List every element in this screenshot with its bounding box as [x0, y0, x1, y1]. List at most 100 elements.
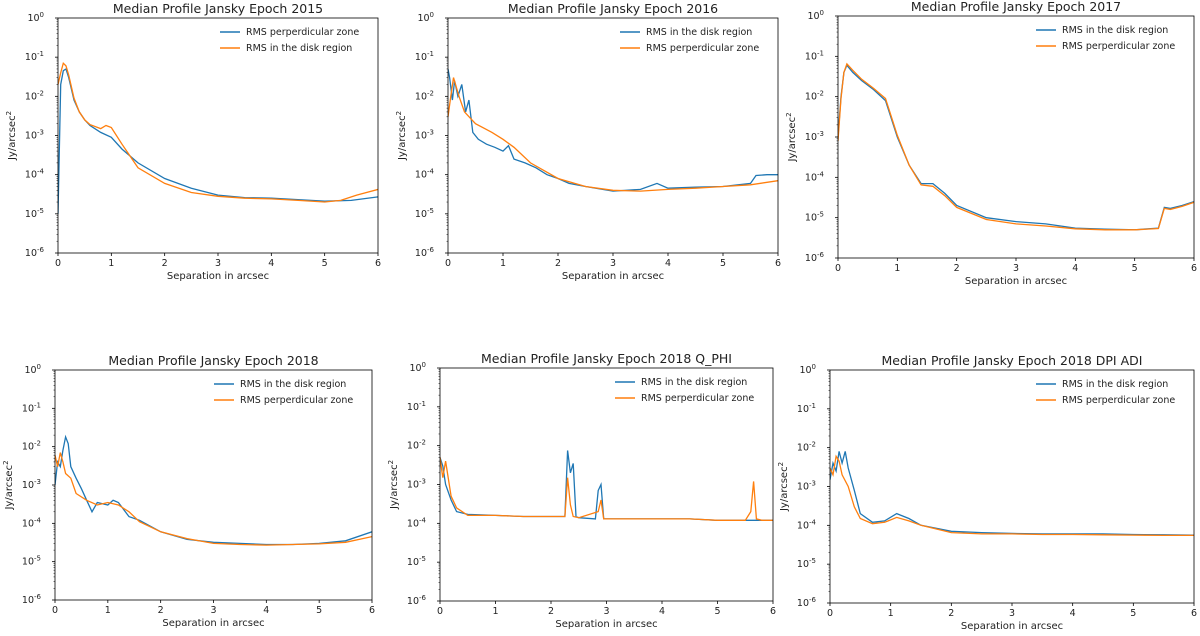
y-tick-exponent: -4: [34, 516, 42, 524]
x-tick-label: 4: [263, 605, 269, 616]
x-tick-label: 4: [659, 606, 665, 617]
x-tick-label: 3: [1013, 263, 1019, 274]
y-tick-exponent: -4: [419, 516, 427, 524]
y-tick-base: 10: [797, 404, 809, 415]
y-tick-label: 10-1: [407, 400, 426, 413]
y-tick-exponent: -2: [419, 439, 426, 447]
legend: RMS in the disk region RMS perperdicular …: [214, 379, 353, 406]
y-tick-label: 100: [799, 363, 816, 376]
legend-label-1: RMS in the disk region: [1062, 25, 1168, 36]
x-axis-label: Separation in arcsec: [562, 271, 664, 282]
x-tick-label: 4: [268, 258, 274, 269]
x-tick-label: 1: [888, 608, 894, 619]
x-tick-label: 4: [665, 258, 671, 269]
y-axis-label-text: Jy/arcsec: [7, 115, 18, 161]
y-tick-base: 10: [797, 598, 809, 609]
x-tick-label: 4: [1072, 263, 1078, 274]
series-line-2: [55, 452, 372, 546]
y-tick-base: 10: [799, 365, 811, 376]
series-line-2: [830, 454, 1194, 537]
y-tick-base: 10: [797, 482, 809, 493]
chart-title: Median Profile Jansky Epoch 2017: [911, 0, 1121, 14]
x-tick-label: 0: [52, 605, 58, 616]
plot-area: [55, 434, 372, 546]
y-axis-label-text: Jy/arcsec: [389, 464, 400, 510]
y-tick-base: 10: [407, 480, 419, 491]
y-tick-exponent: 0: [422, 361, 426, 369]
y-tick-base: 10: [409, 363, 421, 374]
y-tick-base: 10: [805, 51, 817, 62]
legend: RMS in the disk region RMS perperdicular …: [1036, 25, 1175, 52]
x-tick-label: 2: [555, 258, 561, 269]
series-line-1: [440, 450, 773, 521]
y-tick-label: 100: [807, 9, 824, 22]
x-tick-label: 2: [548, 606, 554, 617]
y-tick-label: 100: [417, 11, 434, 24]
y-tick-label: 10-2: [797, 441, 816, 454]
y-tick-base: 10: [25, 52, 37, 63]
y-axis-label-superscript: 2: [395, 111, 403, 115]
y-tick-exponent: -4: [817, 170, 825, 178]
y-axis-label-superscript: 2: [387, 460, 395, 464]
x-tick-label: 1: [500, 258, 506, 269]
legend-label-1: RMS perperdicular zone: [246, 27, 359, 38]
y-tick-exponent: -3: [37, 129, 44, 137]
x-axis-label: Separation in arcsec: [162, 618, 264, 629]
plot-area: [830, 451, 1194, 537]
y-tick-exponent: -2: [817, 90, 824, 98]
y-tick-label: 100: [27, 11, 44, 24]
y-tick-label: 10-5: [797, 557, 816, 570]
y-tick-label: 10-3: [797, 480, 816, 493]
y-tick-label: 10-4: [797, 518, 817, 531]
series-line-1: [58, 68, 378, 214]
y-tick-base: 10: [415, 248, 427, 259]
y-tick-base: 10: [24, 365, 36, 376]
y-tick-base: 10: [25, 209, 37, 220]
y-tick-label: 10-4: [407, 516, 427, 529]
x-tick-label: 5: [322, 258, 328, 269]
y-tick-exponent: -3: [817, 130, 824, 138]
y-tick-label: 10-2: [805, 90, 824, 103]
y-tick-exponent: -1: [427, 50, 434, 58]
y-tick-base: 10: [407, 518, 419, 529]
legend-label-1: RMS in the disk region: [646, 27, 752, 38]
y-tick-base: 10: [25, 170, 37, 181]
y-tick-base: 10: [805, 92, 817, 103]
series-line-2: [58, 61, 378, 203]
x-tick-label: 3: [215, 258, 221, 269]
x-tick-label: 1: [894, 263, 900, 274]
y-tick-exponent: -4: [427, 168, 435, 176]
x-tick-label: 0: [55, 258, 61, 269]
y-tick-exponent: -3: [419, 478, 426, 486]
y-tick-exponent: -2: [427, 89, 434, 97]
y-tick-base: 10: [407, 557, 419, 568]
legend-label-2: RMS perperdicular zone: [240, 395, 353, 406]
y-tick-base: 10: [407, 596, 419, 607]
x-tick-label: 0: [437, 606, 443, 617]
chart-panel-1: Median Profile Jansky Epoch 2015 0 1 2 3 4 5 6 1…: [5, 1, 381, 282]
y-tick-exponent: -5: [34, 555, 41, 563]
y-tick-base: 10: [22, 595, 34, 606]
y-tick-base: 10: [805, 172, 817, 183]
x-tick-label: 6: [775, 258, 781, 269]
x-tick-label: 2: [948, 608, 954, 619]
x-tick-label: 6: [1191, 608, 1197, 619]
x-tick-label: 2: [162, 258, 168, 269]
y-tick-base: 10: [22, 518, 34, 529]
legend: RMS in the disk region RMS perperdicular …: [620, 27, 759, 54]
y-tick-exponent: -6: [809, 596, 817, 604]
y-tick-exponent: -5: [37, 207, 44, 215]
y-tick-label: 10-3: [25, 129, 44, 142]
y-tick-label: 10-2: [415, 89, 434, 102]
y-tick-label: 10-1: [805, 49, 824, 62]
y-tick-exponent: -3: [34, 478, 41, 486]
y-tick-label: 10-2: [407, 439, 426, 452]
x-tick-label: 1: [492, 606, 498, 617]
y-tick-label: 100: [24, 363, 41, 376]
chart-title: Median Profile Jansky Epoch 2015: [113, 1, 323, 16]
y-tick-exponent: -6: [419, 594, 427, 602]
x-tick-label: 6: [770, 606, 776, 617]
plot-area: [838, 62, 1194, 231]
y-axis-label-superscript: 2: [2, 460, 10, 464]
